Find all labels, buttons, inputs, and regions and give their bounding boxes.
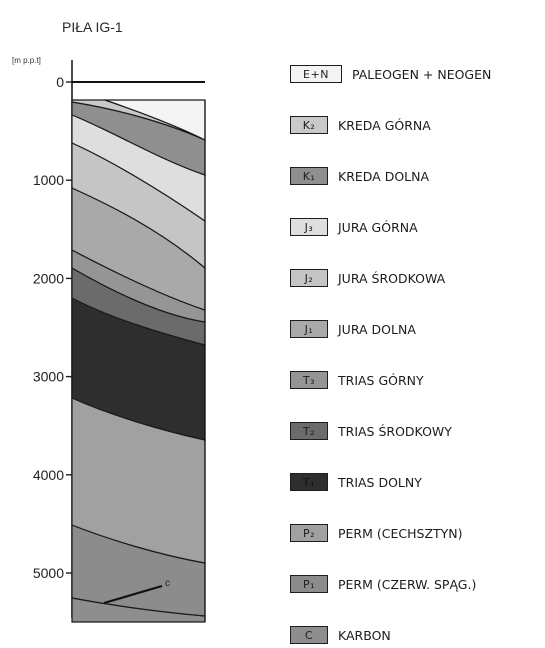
legend-swatch: C <box>290 626 328 644</box>
legend-item-p1: P₁ PERM (CZERW. SPĄG.) <box>290 572 476 596</box>
depth-unit-label: [m p.p.t] <box>12 56 41 65</box>
legend-item-c: C KARBON <box>290 623 391 647</box>
legend-item-t2: T₂ TRIAS ŚRODKOWY <box>290 419 452 443</box>
depth-axis-ticks: 0 1000 2000 3000 4000 5000 <box>33 74 72 581</box>
section-marker: c <box>103 578 170 605</box>
legend-swatch: T₃ <box>290 371 328 389</box>
legend-swatch: T₂ <box>290 422 328 440</box>
legend-item-k1: K₁ KREDA DOLNA <box>290 164 429 188</box>
legend-swatch: J₃ <box>290 218 328 236</box>
legend-swatch: T₁ <box>290 473 328 491</box>
legend-label: PERM (CECHSZTYN) <box>338 525 463 541</box>
section-marker-line <box>103 584 163 605</box>
depth-tick-label: 1000 <box>33 172 64 188</box>
legend-swatch: P₁ <box>290 575 328 593</box>
legend-swatch: J₂ <box>290 269 328 287</box>
section-marker-label: c <box>165 578 170 589</box>
legend-label: PALEOGEN + NEOGEN <box>352 66 492 82</box>
depth-tick-label: 3000 <box>33 369 64 385</box>
legend-item-t1: T₁ TRIAS DOLNY <box>290 470 422 494</box>
legend-label: TRIAS DOLNY <box>338 474 422 490</box>
legend-label: KREDA GÓRNA <box>338 117 431 133</box>
legend-label: KREDA DOLNA <box>338 168 430 184</box>
legend-item-j3: J₃ JURA GÓRNA <box>290 215 418 239</box>
legend-label: JURA DOLNA <box>338 321 416 337</box>
legend-label: TRIAS ŚRODKOWY <box>338 423 452 439</box>
legend-swatch: J₁ <box>290 320 328 338</box>
legend-item-k2: K₂ KREDA GÓRNA <box>290 113 431 137</box>
legend-label: JURA ŚRODKOWA <box>338 270 446 286</box>
legend-label: JURA GÓRNA <box>338 219 418 235</box>
well-title: PIŁA IG-1 <box>62 19 123 35</box>
legend-swatch: K₂ <box>290 116 328 134</box>
depth-tick-label: 4000 <box>33 467 64 483</box>
depth-tick-label: 2000 <box>33 270 64 286</box>
legend-item-j2: J₂ JURA ŚRODKOWA <box>290 266 445 290</box>
legend-swatch: K₁ <box>290 167 328 185</box>
strata-layers <box>71 81 206 623</box>
depth-tick-label: 5000 <box>33 565 64 581</box>
legend-label: KARBON <box>338 627 391 643</box>
legend-item-j1: J₁ JURA DOLNA <box>290 317 416 341</box>
legend-label: PERM (CZERW. SPĄG.) <box>338 576 477 592</box>
legend-item-t3: T₃ TRIAS GÓRNY <box>290 368 424 392</box>
legend-swatch: E+N <box>290 65 342 83</box>
legend-label: TRIAS GÓRNY <box>338 372 424 388</box>
depth-tick-label: 0 <box>56 74 64 90</box>
legend-swatch: P₂ <box>290 524 328 542</box>
legend-item-p2: P₂ PERM (CECHSZTYN) <box>290 521 463 545</box>
legend-item-e-n: E+N PALEOGEN + NEOGEN <box>290 62 491 86</box>
